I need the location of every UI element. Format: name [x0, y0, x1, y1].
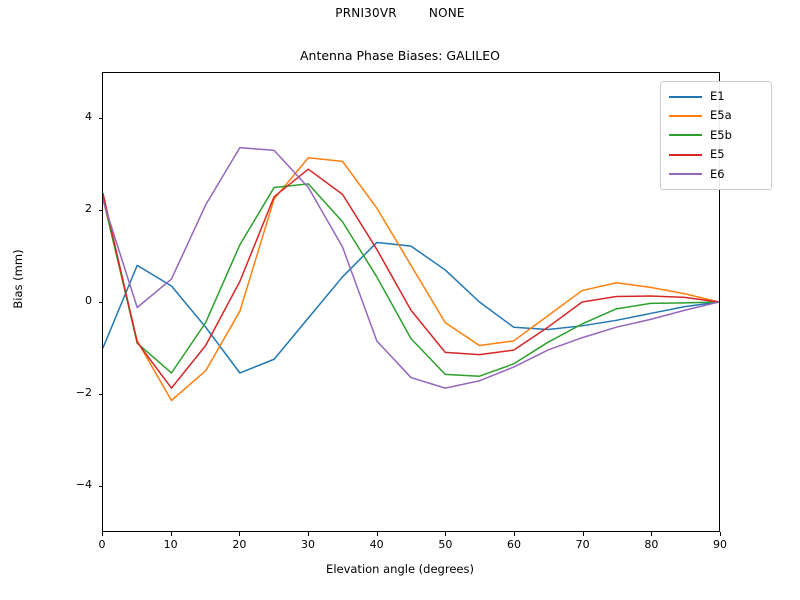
x-tick-label: 60: [507, 538, 521, 551]
legend-item-label: E1: [710, 88, 725, 103]
x-tick-mark: [514, 532, 515, 536]
y-tick-mark: [98, 394, 102, 395]
legend-item-e5: E5: [667, 145, 765, 164]
legend-color-swatch: [669, 134, 702, 137]
x-tick-label: 70: [575, 538, 590, 551]
x-tick-label: 10: [163, 538, 178, 551]
x-tick-mark: [445, 532, 447, 536]
series-lines-svg: [103, 73, 719, 531]
legend-item-label: E5: [710, 147, 725, 162]
x-tick-label: 0: [98, 538, 106, 551]
series-line-e5: [103, 169, 719, 388]
y-tick-mark: [98, 118, 102, 119]
x-tick-label: 30: [301, 538, 315, 551]
x-tick-mark: [651, 532, 653, 536]
y-tick-label: −4: [75, 478, 92, 491]
legend-color-swatch: [669, 95, 702, 98]
x-tick-label: 20: [232, 538, 247, 551]
x-tick-mark: [239, 532, 241, 536]
legend-color-swatch: [669, 115, 702, 118]
y-tick-label: 2: [85, 202, 92, 215]
legend-item-e6: E6: [667, 165, 765, 184]
legend-color-swatch: [669, 173, 702, 176]
legend-item-label: E5b: [710, 127, 732, 142]
chart-title: Antenna Phase Biases: GALILEO: [299, 48, 501, 63]
x-tick-mark: [720, 532, 721, 536]
figure-suptitle: PRNI30VR NONE: [335, 6, 465, 20]
x-tick-mark: [376, 532, 378, 536]
legend: E1 E5a E5b E5 E6: [660, 81, 772, 190]
series-line-e6: [103, 148, 719, 388]
x-tick-mark: [102, 532, 103, 536]
legend-color-swatch: [669, 153, 702, 156]
x-tick-label: 40: [369, 538, 384, 551]
y-tick-mark: [98, 486, 102, 487]
x-tick-label: 90: [713, 538, 727, 551]
y-tick-mark: [98, 302, 102, 303]
x-tick-mark: [308, 532, 309, 536]
series-line-e5a: [103, 158, 719, 401]
legend-item-e1: E1: [667, 87, 765, 106]
y-tick-label: 0: [85, 294, 92, 307]
y-tick-mark: [98, 210, 102, 211]
legend-item-e5a: E5a: [667, 106, 765, 125]
y-tick-label: −2: [75, 386, 92, 399]
x-tick-mark: [582, 532, 584, 536]
x-axis-label: Elevation angle (degrees): [326, 562, 474, 576]
series-line-e5b: [103, 184, 719, 376]
legend-item-label: E6: [710, 166, 725, 181]
x-tick-label: 50: [438, 538, 453, 551]
x-tick-label: 80: [644, 538, 659, 551]
y-tick-label: 4: [85, 110, 92, 123]
legend-item-label: E5a: [710, 108, 732, 123]
x-tick-mark: [170, 532, 172, 536]
plot-area: [102, 72, 720, 532]
legend-item-e5b: E5b: [667, 126, 765, 145]
series-line-e1: [103, 242, 719, 373]
y-axis-label: Bias (mm): [11, 249, 25, 309]
